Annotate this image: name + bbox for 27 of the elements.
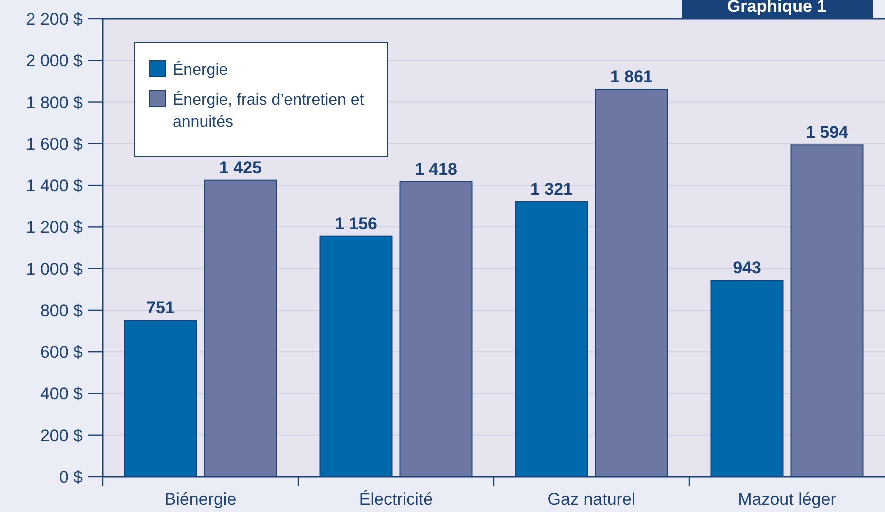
chart-title: Graphique 1 (727, 0, 827, 16)
data-label: 751 (146, 298, 175, 318)
x-tick-label: Mazout léger (738, 490, 837, 509)
x-tick-label: Biénergie (164, 490, 237, 509)
data-label: 1 156 (334, 214, 378, 234)
y-tick-label: 2 200 $ (26, 10, 84, 29)
data-label: 943 (733, 258, 762, 278)
y-tick-label: 1 600 $ (26, 134, 84, 154)
y-tick-label: 2 000 $ (26, 52, 84, 71)
legend-label: Énergie (173, 61, 228, 79)
y-tick-label: 200 $ (40, 426, 84, 446)
y-tick-label: 800 $ (40, 301, 84, 320)
data-label: 1 321 (530, 180, 574, 199)
y-tick-label: 1 200 $ (26, 218, 84, 238)
y-tick-label: 1 800 $ (26, 93, 84, 112)
y-tick-label: 400 $ (40, 384, 84, 404)
x-tick-label: Électricité (359, 490, 434, 509)
data-label: 1 418 (414, 160, 458, 179)
x-tick-label: Gaz naturel (548, 490, 636, 509)
y-tick-label: 1 000 $ (26, 260, 84, 279)
y-tick-label: 0 $ (59, 468, 84, 487)
y-tick-label: 600 $ (40, 343, 84, 362)
y-tick-label: 1 400 $ (26, 176, 84, 196)
data-label: 1 425 (219, 158, 262, 178)
data-label: 1 861 (610, 68, 654, 87)
legend-label: Énergie, frais d’entretien et annuités (173, 91, 365, 131)
data-label: 1 594 (806, 123, 850, 142)
